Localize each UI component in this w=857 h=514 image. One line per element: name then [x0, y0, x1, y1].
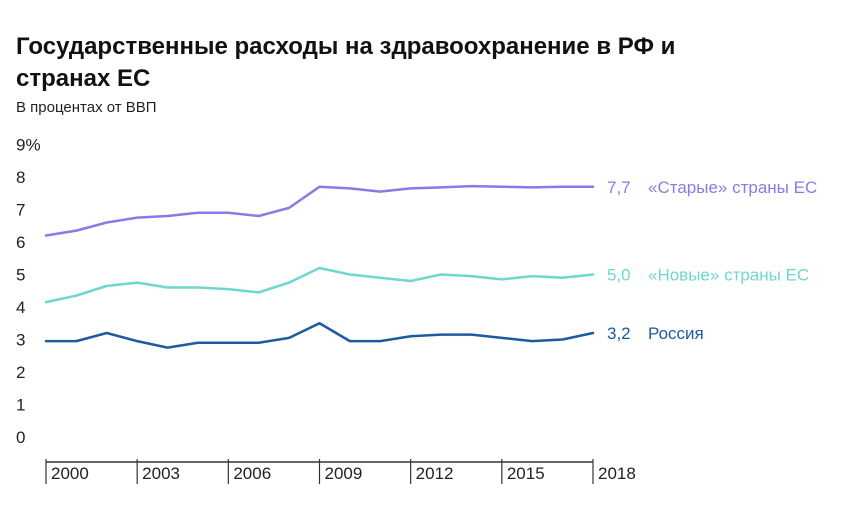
- x-tick-label: 2000: [51, 464, 89, 483]
- series-line: [44, 322, 595, 349]
- y-tick-label: 7: [16, 201, 25, 220]
- series-label: «Новые» страны ЕС: [648, 266, 809, 285]
- x-tick-label: 2003: [142, 464, 180, 483]
- chart-title: Государственные расходы на здравоохранен…: [16, 33, 676, 92]
- y-tick-label: 9%: [16, 136, 41, 155]
- series-end-value: 3,2: [607, 324, 631, 343]
- y-tick-label: 0: [16, 428, 25, 447]
- x-tick-label: 2018: [598, 464, 636, 483]
- y-tick-label: 8: [16, 168, 25, 187]
- x-tick-label: 2006: [233, 464, 271, 483]
- series-line: [44, 184, 595, 237]
- series-label: Россия: [648, 324, 704, 343]
- series-line: [44, 266, 595, 304]
- y-tick-label: 5: [16, 266, 25, 285]
- x-tick-label: 2015: [507, 464, 545, 483]
- y-tick-label: 2: [16, 363, 25, 382]
- y-tick-label: 4: [16, 298, 25, 317]
- series-end-value: 5,0: [607, 266, 631, 285]
- series-label: «Старые» страны ЕС: [648, 178, 817, 197]
- series-end-value: 7,7: [607, 178, 631, 197]
- y-tick-label: 6: [16, 233, 25, 252]
- x-tick-label: 2009: [325, 464, 363, 483]
- y-tick-label: 1: [16, 396, 25, 415]
- y-tick-label: 3: [16, 331, 25, 350]
- x-tick-label: 2012: [416, 464, 454, 483]
- chart-subtitle: В процентах от ВВП: [16, 99, 157, 116]
